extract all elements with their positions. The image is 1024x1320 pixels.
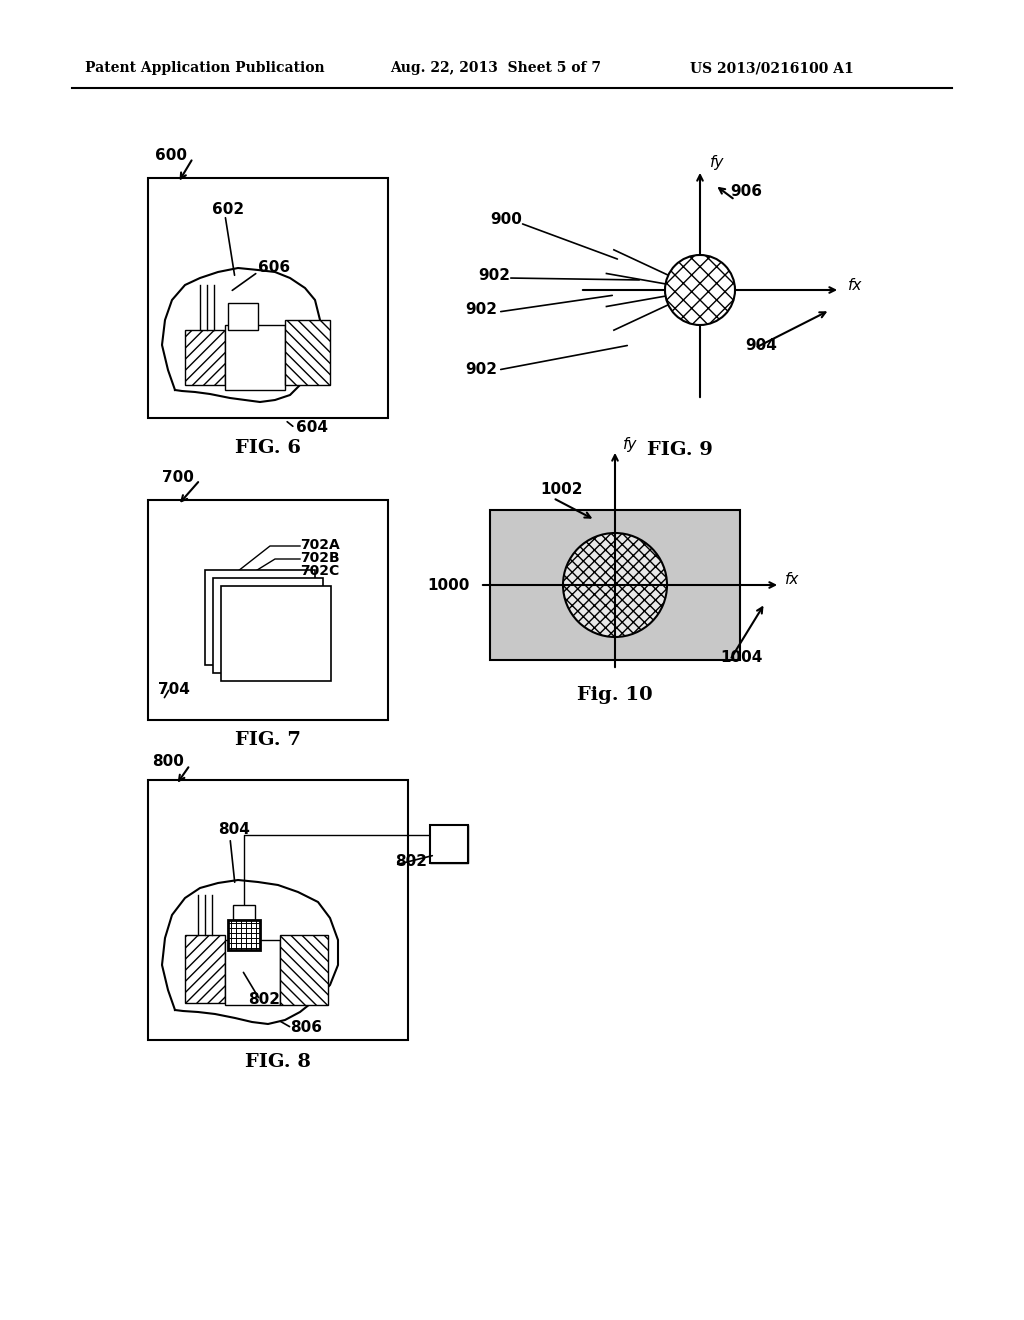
- Text: 702B: 702B: [300, 550, 340, 565]
- Text: FIG. 6: FIG. 6: [234, 440, 301, 457]
- Bar: [225, 325, 285, 389]
- Text: 804: 804: [218, 822, 250, 837]
- Text: fy: fy: [710, 154, 724, 169]
- Bar: [430, 825, 468, 863]
- Text: Patent Application Publication: Patent Application Publication: [85, 61, 325, 75]
- Bar: [213, 578, 323, 673]
- Text: 904: 904: [745, 338, 777, 352]
- Text: 1000: 1000: [428, 578, 470, 593]
- Text: fy: fy: [623, 437, 637, 453]
- Text: 702C: 702C: [300, 564, 339, 578]
- Text: 1002: 1002: [540, 483, 583, 498]
- Text: 802: 802: [395, 854, 427, 870]
- Bar: [225, 940, 280, 1005]
- Text: 902: 902: [465, 363, 497, 378]
- Bar: [280, 935, 328, 1005]
- Bar: [205, 570, 315, 665]
- Circle shape: [563, 533, 667, 638]
- Bar: [430, 825, 468, 863]
- Text: 702A: 702A: [300, 539, 340, 552]
- Text: 802: 802: [248, 993, 280, 1007]
- Text: Fig. 10: Fig. 10: [578, 686, 653, 704]
- Text: 700: 700: [162, 470, 194, 484]
- Text: 902: 902: [478, 268, 510, 282]
- Text: 806: 806: [290, 1020, 322, 1035]
- Bar: [285, 319, 330, 385]
- Circle shape: [665, 255, 735, 325]
- Bar: [148, 178, 388, 418]
- Bar: [228, 304, 258, 330]
- Text: 704: 704: [158, 682, 189, 697]
- Text: 600: 600: [155, 148, 187, 162]
- Text: 800: 800: [152, 755, 184, 770]
- Text: 906: 906: [730, 185, 762, 199]
- Text: Aug. 22, 2013  Sheet 5 of 7: Aug. 22, 2013 Sheet 5 of 7: [390, 61, 601, 75]
- Bar: [490, 510, 740, 660]
- Text: 1004: 1004: [720, 651, 763, 665]
- Text: FIG. 9: FIG. 9: [647, 441, 713, 459]
- Bar: [148, 500, 388, 719]
- Bar: [185, 330, 225, 385]
- Bar: [185, 935, 225, 1003]
- Bar: [233, 906, 255, 925]
- Text: FIG. 8: FIG. 8: [245, 1053, 311, 1071]
- Text: 604: 604: [296, 421, 328, 436]
- Bar: [228, 920, 260, 950]
- Text: fx: fx: [785, 573, 800, 587]
- Text: 606: 606: [258, 260, 290, 276]
- Text: fx: fx: [848, 277, 862, 293]
- Text: 602: 602: [212, 202, 244, 218]
- Bar: [221, 586, 331, 681]
- Text: US 2013/0216100 A1: US 2013/0216100 A1: [690, 61, 854, 75]
- Text: FIG. 7: FIG. 7: [236, 731, 301, 748]
- Bar: [148, 780, 408, 1040]
- Text: 902: 902: [465, 302, 497, 318]
- Text: 900: 900: [490, 213, 522, 227]
